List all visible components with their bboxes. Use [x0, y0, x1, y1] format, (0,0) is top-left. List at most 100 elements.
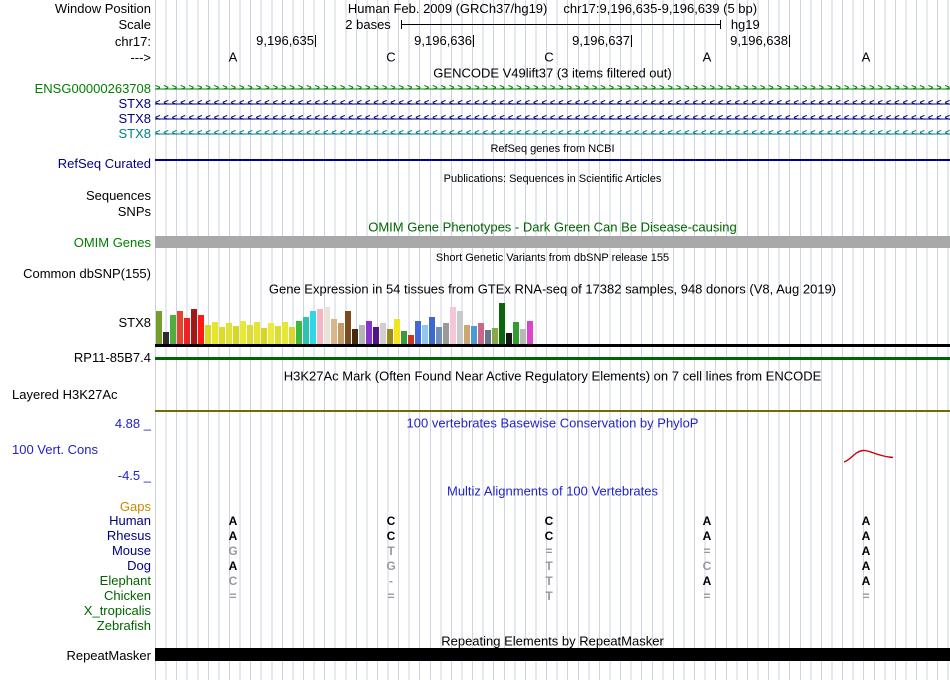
gtex-bar — [387, 329, 393, 344]
gtex-bar — [303, 317, 309, 344]
gtex-bar — [499, 303, 505, 344]
gene-row: ENSG00000263708 >>>>>>>>>>>>>>>>>>>>>>>>… — [0, 81, 950, 96]
gtex-bar — [394, 319, 400, 344]
rp11-label[interactable]: RP11-85B7.4 — [73, 349, 151, 365]
alignment-row: A C C A A — [155, 528, 950, 543]
gene-label[interactable]: STX8 — [118, 96, 151, 111]
gene-label[interactable]: STX8 — [118, 111, 151, 126]
species-row: Zebrafish — [0, 618, 950, 633]
gaps-label[interactable]: Gaps — [119, 498, 151, 514]
h3k27ac-title[interactable]: H3K27Ac Mark (Often Found Near Active Re… — [283, 368, 822, 384]
repeatmasker-item[interactable] — [155, 648, 950, 661]
repeatmasker-label[interactable]: RepeatMasker — [66, 647, 151, 663]
gtex-bar — [219, 327, 225, 344]
position-tick: 9,196,638 — [730, 33, 790, 48]
alignment-base: A — [702, 573, 712, 588]
refseq-label[interactable]: RefSeq Curated — [57, 156, 151, 171]
gtex-bar — [198, 315, 204, 344]
bottom-filler — [0, 662, 950, 680]
gtex-bar — [506, 333, 512, 344]
species-label[interactable]: Rhesus — [106, 528, 151, 543]
dbsnp-label[interactable]: Common dbSNP(155) — [23, 265, 151, 281]
alignment-base: = — [703, 543, 711, 558]
gtex-bar — [338, 323, 344, 344]
alignment-base: A — [702, 513, 712, 528]
repeatmasker-row: RepeatMasker — [0, 647, 950, 663]
gtex-bar — [408, 335, 414, 344]
gtex-bar — [275, 326, 281, 344]
gtex-bar — [254, 322, 260, 344]
species-label[interactable]: Mouse — [111, 543, 151, 558]
h3k27ac-signal[interactable] — [155, 410, 950, 412]
species-label[interactable]: Chicken — [104, 588, 151, 603]
snps-label[interactable]: SNPs — [117, 203, 151, 219]
alignment-base: G — [228, 543, 238, 558]
gtex-title[interactable]: Gene Expression in 54 tissues from GTEx … — [268, 281, 837, 297]
repeatmasker-title[interactable]: Repeating Elements by RepeatMasker — [441, 633, 664, 648]
scale-ruler — [400, 20, 721, 29]
rp11-row: RP11-85B7.4 — [0, 347, 950, 367]
alignment-row: A G T C A — [155, 558, 950, 573]
gene-label[interactable]: STX8 — [118, 126, 151, 141]
omim-item[interactable] — [155, 236, 950, 248]
refseq-item[interactable] — [155, 159, 950, 161]
alignment-row — [155, 603, 950, 618]
species-label[interactable]: X_tropicalis — [83, 603, 151, 618]
gene-label[interactable]: ENSG00000263708 — [34, 81, 151, 96]
gtex-bar — [352, 329, 358, 344]
gtex-bar — [450, 307, 456, 344]
gtex-bar — [415, 321, 421, 344]
tick-mark — [315, 34, 316, 47]
sequences-row: Sequences — [0, 187, 950, 203]
scale-row: Scale 2 bases hg19 — [0, 16, 950, 33]
alignment-base: C — [228, 573, 238, 588]
gtex-bar — [401, 331, 407, 344]
h3k27ac-title-row: H3K27Ac Mark (Often Found Near Active Re… — [0, 367, 950, 385]
window-position-label: Window Position — [54, 0, 151, 16]
dbsnp-title[interactable]: Short Genetic Variants from dbSNP releas… — [435, 251, 670, 264]
publications-title[interactable]: Publications: Sequences in Scientific Ar… — [443, 173, 662, 185]
gene-row: STX8 <<<<<<<<<<<<<<<<<<<<<<<<<<<<<<<<<<<… — [0, 111, 950, 126]
rp11-item[interactable] — [155, 357, 950, 360]
multiz-title-row: Multiz Alignments of 100 Vertebrates — [0, 483, 950, 499]
omim-title[interactable]: OMIM Gene Phenotypes - Dark Green Can Be… — [368, 219, 737, 235]
gtex-bar — [464, 325, 470, 344]
gencode-title[interactable]: GENCODE V49lift37 (3 items filtered out) — [433, 65, 672, 81]
alignment-base: = — [387, 588, 395, 603]
gtex-bar — [513, 322, 519, 344]
gtex-label[interactable]: STX8 — [118, 314, 151, 330]
gtex-bar — [205, 325, 211, 344]
alignment-row: G T = = A — [155, 543, 950, 558]
phylop-graph[interactable] — [155, 431, 950, 467]
gtex-bars[interactable] — [156, 303, 533, 344]
alignment-base: = — [703, 588, 711, 603]
alignment-base: C — [702, 558, 712, 573]
gene-transcript[interactable]: >>>>>>>>>>>>>>>>>>>>>>>>>>>>>>>>>>>>>>>>… — [155, 84, 950, 93]
species-label[interactable]: Dog — [127, 558, 151, 573]
gtex-bar — [170, 315, 176, 344]
h3k27ac-label[interactable]: Layered H3K27Ac — [12, 387, 118, 402]
gtex-bar — [436, 327, 442, 344]
phylop-label[interactable]: 100 Vert. Cons — [12, 441, 98, 457]
species-label[interactable]: Zebrafish — [96, 618, 151, 633]
gene-transcript[interactable]: <<<<<<<<<<<<<<<<<<<<<<<<<<<<<<<<<<<<<<<<… — [155, 99, 950, 108]
gtex-bar — [429, 317, 435, 344]
gtex-bar — [163, 332, 169, 344]
assembly-title: Human Feb. 2009 (GRCh37/hg19) — [347, 0, 548, 16]
species-label[interactable]: Human — [109, 513, 151, 528]
gtex-bar — [177, 311, 183, 344]
species-label[interactable]: Elephant — [99, 573, 151, 588]
omim-label[interactable]: OMIM Genes — [73, 235, 151, 250]
h3k27ac-row: Layered H3K27Ac — [0, 385, 950, 415]
multiz-title[interactable]: Multiz Alignments of 100 Vertebrates — [446, 483, 658, 499]
sequences-label[interactable]: Sequences — [85, 187, 151, 203]
phylop-title[interactable]: 100 vertebrates Basewise Conservation by… — [406, 415, 699, 431]
species-row: Human A C C A A — [0, 513, 950, 528]
refseq-title[interactable]: RefSeq genes from NCBI — [490, 142, 615, 155]
gene-transcript[interactable]: <<<<<<<<<<<<<<<<<<<<<<<<<<<<<<<<<<<<<<<<… — [155, 114, 950, 123]
gtex-bar — [247, 325, 253, 344]
gene-transcript[interactable]: <<<<<<<<<<<<<<<<<<<<<<<<<<<<<<<<<<<<<<<<… — [155, 129, 950, 138]
ref-base: C — [386, 49, 396, 65]
alignment-base: - — [389, 573, 393, 588]
